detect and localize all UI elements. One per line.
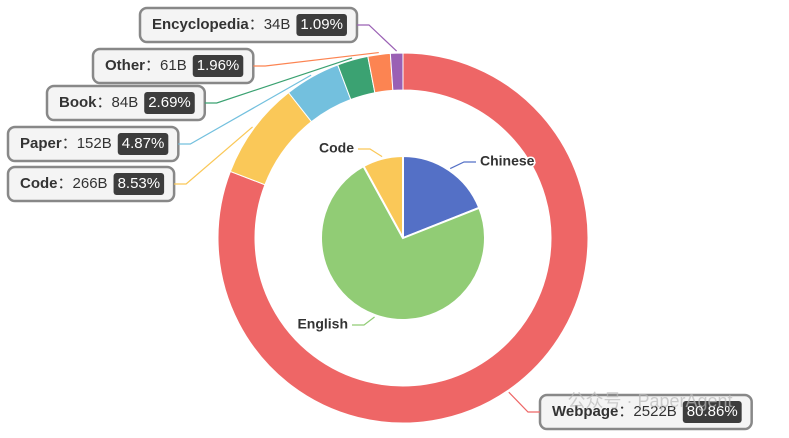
- pie-slice: [362, 154, 404, 239]
- pie-slice: [402, 154, 481, 240]
- label-badge: [682, 401, 742, 423]
- leader-line: [449, 161, 476, 170]
- donut-slice: [217, 52, 589, 424]
- label-value: 152B: [77, 135, 112, 152]
- label-percent: 1.96%: [197, 57, 240, 74]
- label-separator: ：: [145, 57, 160, 74]
- label-name: Webpage: [552, 403, 618, 420]
- label-separator: ：: [58, 175, 73, 192]
- label-name: Other: [105, 57, 145, 74]
- label-badge: [113, 173, 165, 195]
- label-badge: [192, 55, 244, 77]
- pie-label: English: [297, 316, 348, 332]
- pie-label: Chinese: [480, 153, 535, 169]
- slice-label: Paper： 152B 4.87%: [6, 125, 180, 163]
- label-separator: ：: [62, 135, 77, 152]
- leader-line: [508, 391, 540, 413]
- label-value: 84B: [112, 94, 139, 111]
- label-value: 266B: [73, 175, 108, 192]
- watermark: 公众号 · PaperAgent: [567, 391, 732, 411]
- label-value: 2522B: [633, 403, 676, 420]
- label-name: Book: [59, 94, 97, 111]
- slice-label: Encyclopedia： 34B 1.09%: [138, 6, 359, 44]
- leader-line: [253, 51, 379, 67]
- label-percent: 8.53%: [118, 175, 161, 192]
- leader-line: [204, 57, 353, 104]
- label-percent: 4.87%: [122, 135, 165, 152]
- label-separator: ：: [97, 94, 112, 111]
- label-badge: [144, 92, 195, 114]
- pie-label: Code: [319, 140, 354, 156]
- label-percent: 2.69%: [148, 94, 191, 111]
- label-badge: [117, 133, 169, 155]
- label-name: Encyclopedia: [152, 16, 249, 33]
- leader-line: [178, 74, 312, 145]
- leader-line: [174, 126, 253, 185]
- slice-label: Other： 61B 1.96%: [91, 47, 255, 85]
- leader-line: [358, 148, 383, 158]
- label-name: Code: [20, 175, 58, 192]
- label-percent: 1.09%: [300, 16, 343, 33]
- donut-slice: [389, 52, 404, 91]
- slice-label: Webpage： 2522B 80.86%: [538, 393, 753, 431]
- label-badge: [296, 14, 347, 36]
- label-value: 34B: [264, 16, 291, 33]
- slice-label: Code： 266B 8.53%: [6, 165, 176, 203]
- pie-slice: [320, 164, 486, 321]
- label-separator: ：: [618, 403, 633, 420]
- label-name: Paper: [20, 135, 62, 152]
- leader-line: [356, 24, 398, 52]
- leader-line: [352, 316, 375, 326]
- label-percent: 80.86%: [687, 403, 738, 420]
- label-separator: ：: [249, 16, 264, 33]
- label-value: 61B: [160, 57, 187, 74]
- slice-label: Book： 84B 2.69%: [45, 84, 207, 122]
